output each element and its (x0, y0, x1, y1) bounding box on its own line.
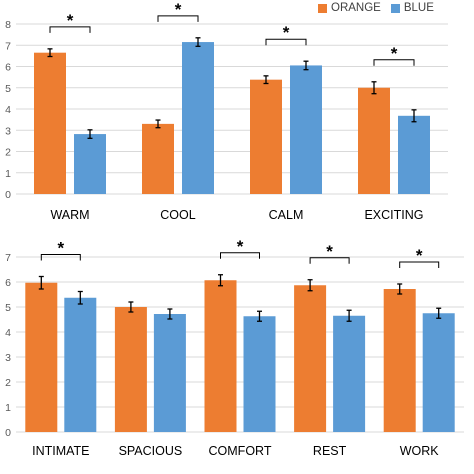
bottom-significance-star-comfort: * (237, 237, 244, 256)
bottom-ytick-label-4: 4 (5, 327, 11, 339)
bottom-significance-star-work: * (416, 246, 423, 265)
top-significance-bracket-warm (49, 26, 91, 33)
top-ytick-label-5: 5 (5, 83, 11, 95)
bottom-bar-intimate-orange (25, 282, 58, 432)
top-ytick-label-6: 6 (5, 62, 11, 74)
top-significance-bracket-calm (265, 38, 307, 46)
top-ytick-label-0: 0 (5, 189, 11, 201)
top-significance-star-calm: * (283, 23, 290, 42)
top-bar-exciting-orange (358, 87, 390, 194)
top-bar-cool-orange (142, 123, 174, 194)
top-ytick-label-8: 8 (5, 19, 11, 31)
bottom-bar-work-blue (422, 313, 455, 432)
top-ytick-label-1: 1 (5, 168, 11, 180)
bottom-ytick-label-1: 1 (5, 402, 11, 414)
bottom-category-label-work: WORK (400, 444, 440, 458)
top-bar-warm-blue (74, 134, 106, 194)
bottom-category-label-rest: REST (313, 444, 347, 458)
top-ytick-label-2: 2 (5, 147, 11, 159)
top-ytick-label-7: 7 (5, 40, 11, 52)
bottom-category-label-intimate: INTIMATE (32, 444, 89, 458)
bottom-ytick-label-2: 2 (5, 377, 11, 389)
bottom-ytick-label-6: 6 (5, 277, 11, 289)
legend-label-orange: ORANGE (331, 2, 381, 14)
top-bar-exciting-blue (398, 115, 430, 194)
chart-panel-bottom: 0 1 2 3 4 5 6 7 INTIMATE * SPACIOUS COMFORT * REST * WO… (5, 237, 464, 458)
top-ytick-label-3: 3 (5, 125, 11, 137)
legend-swatch-blue (390, 3, 400, 13)
top-bar-warm-orange (34, 52, 66, 194)
bottom-bar-comfort-blue (243, 316, 276, 432)
top-significance-star-cool: * (175, 0, 182, 19)
chart-legend: ORANGE BLUE (318, 2, 444, 14)
legend-item-blue: BLUE (390, 2, 434, 14)
top-category-label-calm: CALM (269, 208, 304, 222)
bottom-significance-star-intimate: * (57, 239, 64, 258)
bottom-bar-comfort-orange (204, 280, 237, 432)
bottom-ytick-label-5: 5 (5, 302, 11, 314)
bottom-category-label-comfort: COMFORT (209, 444, 272, 458)
top-significance-bracket-exciting (373, 59, 415, 66)
top-significance-star-exciting: * (391, 44, 398, 63)
bottom-ytick-label-3: 3 (5, 352, 11, 364)
bottom-significance-bracket-rest (309, 257, 350, 264)
bottom-significance-bracket-comfort (220, 252, 260, 259)
top-bar-calm-blue (290, 65, 322, 194)
legend-label-blue: BLUE (403, 2, 434, 14)
bottom-significance-bracket-work (399, 261, 440, 268)
legend-swatch-orange (318, 3, 327, 13)
bottom-bar-rest-orange (294, 285, 327, 432)
top-significance-star-warm: * (67, 11, 74, 30)
bottom-bar-intimate-blue (64, 297, 97, 432)
top-bar-cool-blue (182, 42, 214, 194)
bottom-bar-rest-blue (333, 315, 366, 432)
bottom-category-label-spacious: SPACIOUS (119, 444, 183, 458)
bottom-significance-bracket-intimate (40, 254, 81, 261)
bottom-bar-spacious-blue (153, 314, 186, 432)
bottom-bar-work-orange (383, 289, 416, 432)
bottom-bar-spacious-orange (114, 307, 147, 432)
top-category-label-warm: WARM (50, 208, 89, 222)
top-ytick-label-4: 4 (5, 104, 11, 116)
top-significance-bracket-cool (157, 15, 199, 22)
bottom-significance-star-rest: * (326, 242, 333, 261)
bottom-ytick-label-7: 7 (5, 252, 11, 264)
top-category-label-exciting: EXCITING (364, 208, 423, 222)
legend-item-orange: ORANGE (318, 2, 381, 14)
top-bar-calm-orange (250, 79, 282, 194)
bottom-ytick-label-0: 0 (5, 427, 11, 439)
chart-panel-top: 0 1 2 3 4 5 6 7 8 WARM * COOL * CALM * EXCITING * (5, 0, 448, 222)
top-category-label-cool: COOL (160, 208, 195, 222)
